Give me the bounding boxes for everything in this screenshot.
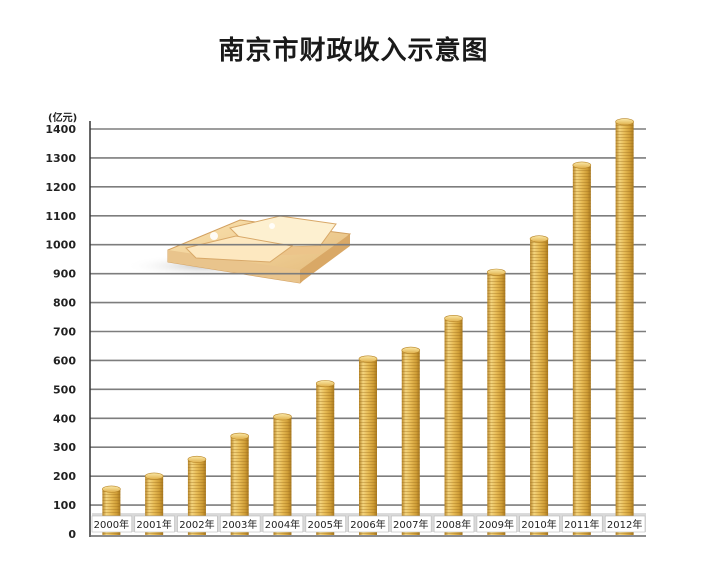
bar — [572, 161, 592, 536]
category-label-box — [262, 515, 304, 533]
category-label-box — [177, 515, 218, 533]
bar — [401, 346, 421, 535]
bar — [358, 355, 378, 535]
bar-coin-ridges — [572, 165, 591, 536]
category-label-box — [519, 515, 560, 533]
y-tick-label: 1000 — [45, 239, 76, 252]
bar-top-coin — [230, 432, 249, 440]
bar-coin-ridges — [487, 272, 506, 535]
chart-title: 南京市财政收入示意图 — [218, 36, 489, 66]
category-label: 2000年 — [94, 518, 129, 531]
category-label: 2001年 — [136, 518, 171, 531]
y-tick-label: 0 — [68, 528, 76, 541]
bar-coin-ridges — [230, 436, 249, 535]
category-label: 2002年 — [179, 518, 214, 531]
y-tick-label: 600 — [53, 354, 76, 367]
bars — [102, 118, 634, 536]
bar-top-coin — [144, 472, 164, 480]
category-label-box — [91, 515, 133, 533]
bar — [315, 380, 335, 535]
category-label-box — [433, 515, 475, 533]
bar-top-coin — [572, 161, 592, 169]
category-label: 2008年 — [436, 518, 471, 531]
category-label-box — [134, 515, 175, 533]
category-label: 2007年 — [393, 518, 428, 531]
category-label: 2011年 — [564, 518, 599, 531]
y-tick-label: 700 — [53, 326, 76, 339]
y-tick-label: 1300 — [45, 152, 76, 165]
bar-top-coin — [102, 485, 121, 493]
gold-bars-illustration — [125, 215, 352, 284]
category-label-box — [348, 515, 389, 533]
y-tick-label: 500 — [53, 383, 76, 396]
category-label: 2005年 — [308, 518, 343, 531]
y-axis-unit-label: (亿元) — [48, 111, 77, 124]
category-label-box — [604, 515, 646, 533]
bar-top-coin — [444, 314, 463, 322]
bar — [529, 235, 549, 535]
bar-top-coin — [401, 346, 421, 354]
bar-coin-ridges — [530, 238, 549, 535]
bar — [487, 268, 506, 535]
bar — [615, 118, 634, 536]
y-tick-label: 900 — [53, 268, 76, 281]
bar-coin-ridges — [273, 416, 292, 535]
category-label: 2003年 — [222, 518, 257, 531]
category-labels: 2000年 2001年 2002年 2003年 2004年 2005年 2006年 2007年… — [91, 515, 646, 533]
y-tick-label: 100 — [53, 499, 76, 512]
bar-top-coin — [315, 380, 335, 388]
bar-top-coin — [615, 118, 634, 126]
y-tick-label: 1100 — [45, 210, 76, 223]
category-label-box — [305, 515, 346, 533]
bar-top-coin — [187, 455, 207, 463]
bar — [230, 432, 249, 535]
bar-top-coin — [273, 413, 292, 421]
bar — [273, 413, 292, 535]
category-label-box — [562, 515, 603, 533]
bar-coin-ridges — [444, 318, 463, 535]
category-label-box — [391, 515, 432, 533]
y-axis: 0 100 200 300 400 500 600 700 800 900 1000 1100 1200… — [45, 121, 646, 541]
bar-top-coin — [529, 235, 549, 243]
y-tick-label: 1200 — [45, 181, 76, 194]
bar-top-coin — [487, 268, 506, 276]
category-label: 2010年 — [521, 518, 556, 531]
bar-coin-ridges — [359, 358, 377, 535]
category-label: 2012年 — [607, 518, 642, 531]
category-label-box — [476, 515, 517, 533]
category-label: 2004年 — [265, 518, 300, 531]
bar-coin-ridges — [316, 383, 335, 535]
y-tick-label: 1400 — [45, 123, 76, 136]
bar-coin-ridges — [615, 121, 634, 536]
y-tick-label: 300 — [53, 441, 76, 454]
y-tick-label: 800 — [53, 297, 76, 310]
bar-top-coin — [358, 355, 378, 363]
category-label-box — [220, 515, 261, 533]
bar — [444, 314, 463, 535]
bar-coin-ridges — [401, 350, 420, 535]
category-label: 2006年 — [350, 518, 385, 531]
y-tick-label: 400 — [53, 412, 76, 425]
y-tick-label: 200 — [53, 470, 76, 483]
category-label: 2009年 — [479, 518, 514, 531]
